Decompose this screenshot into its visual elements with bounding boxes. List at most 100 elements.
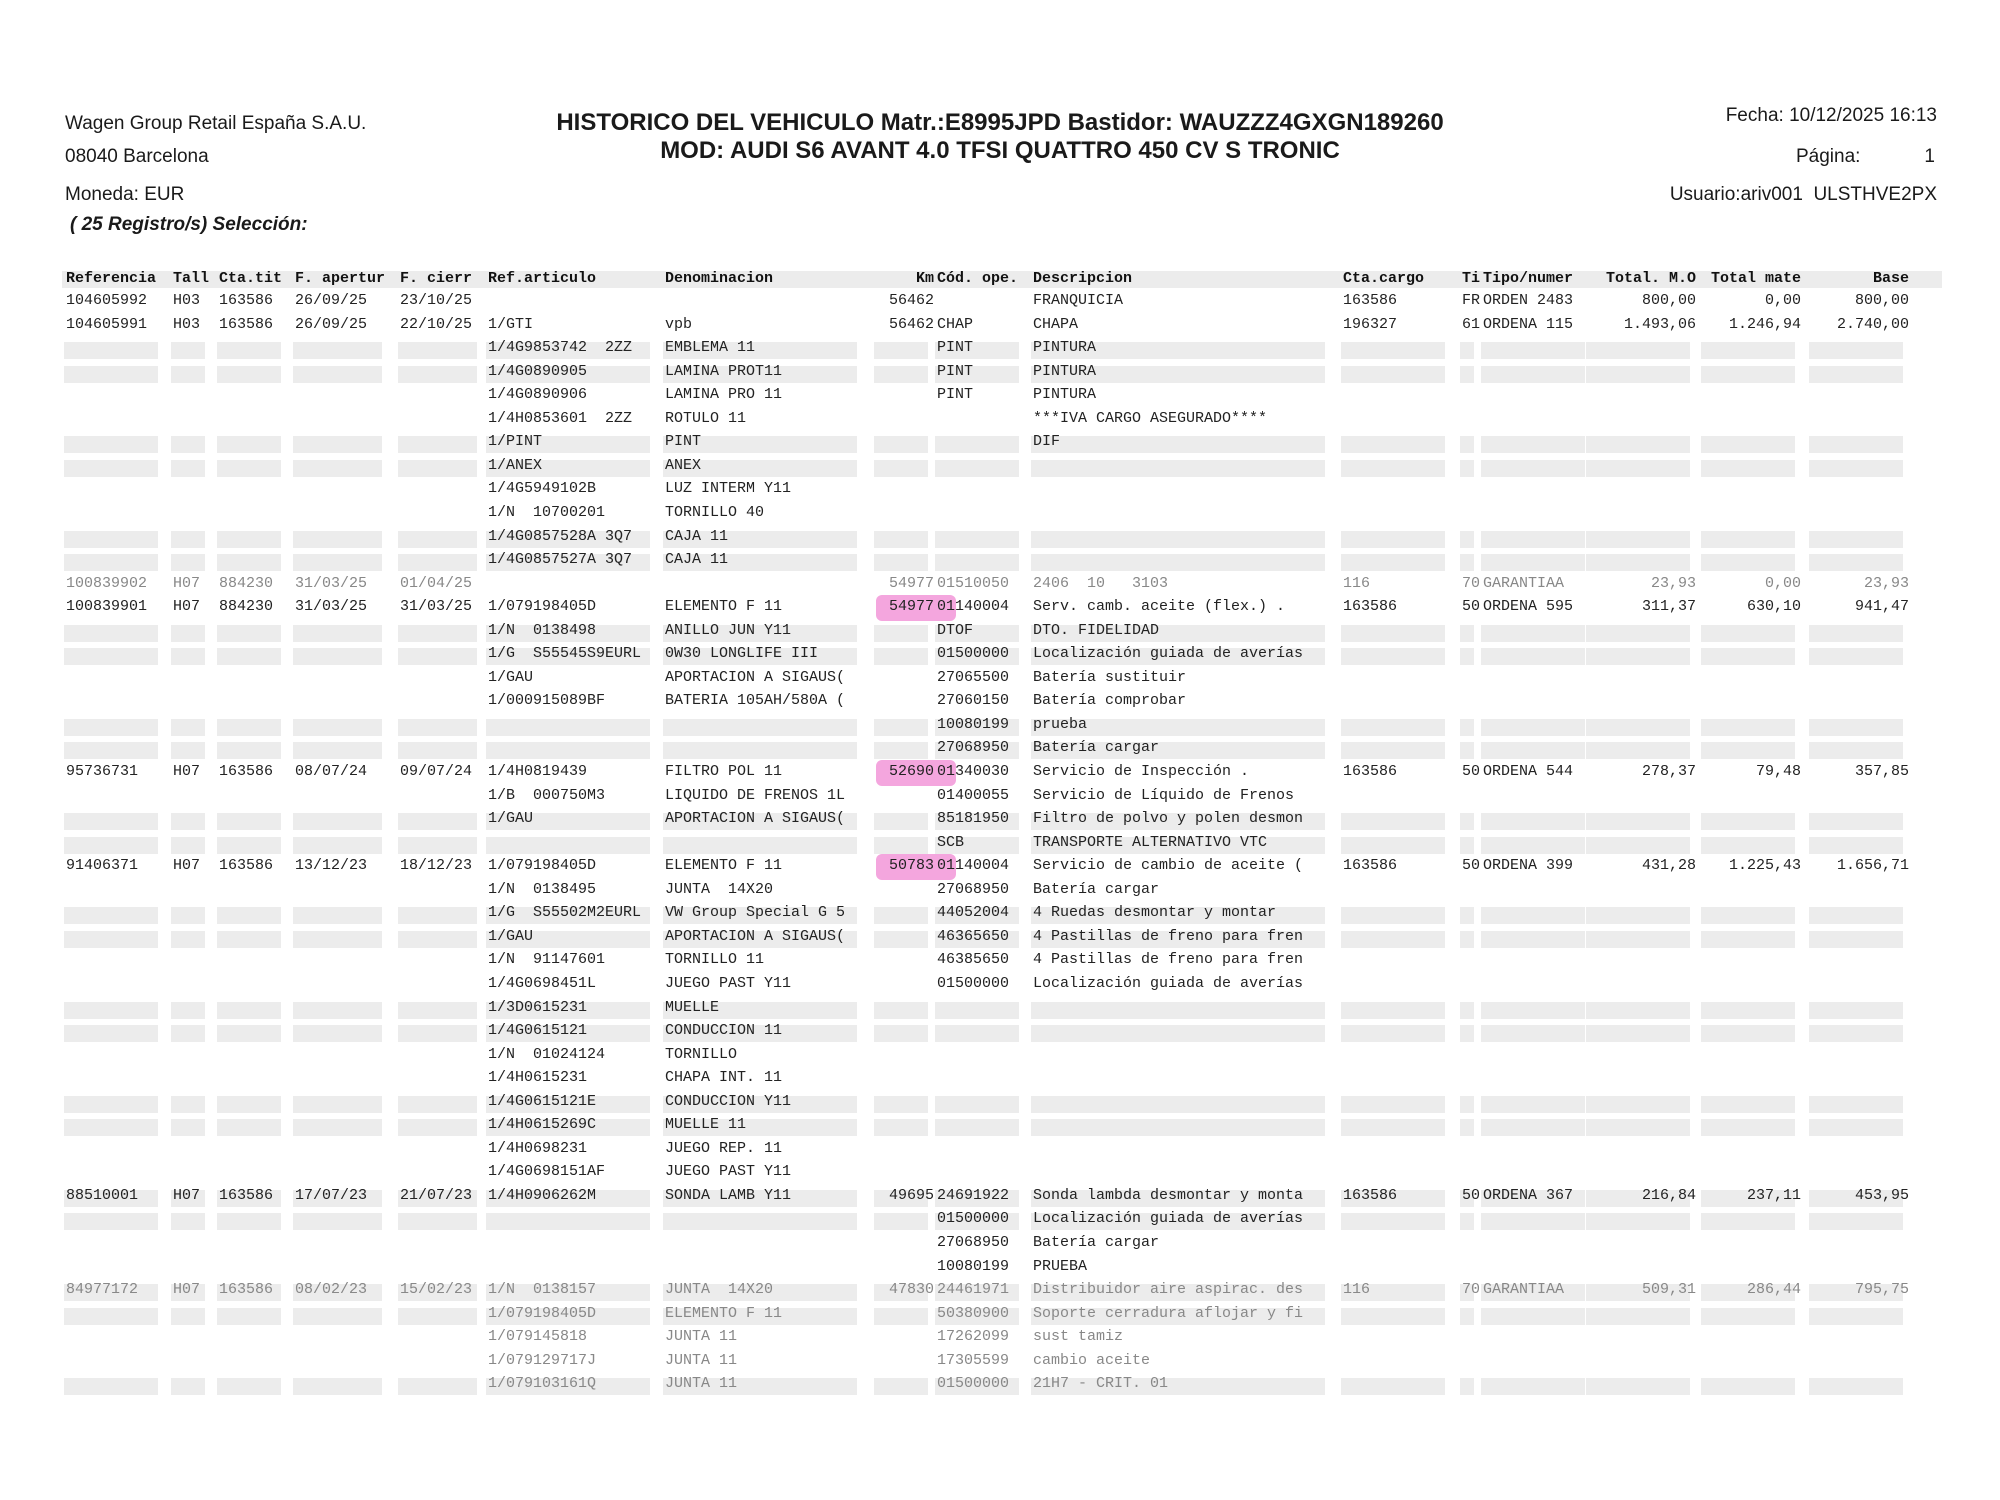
row-band <box>1701 1001 1795 1019</box>
row-band <box>1341 554 1445 572</box>
cell-cod: 44052004 <box>937 904 1010 922</box>
row-band <box>171 624 205 642</box>
row-band <box>217 742 281 760</box>
row-band <box>398 718 477 736</box>
cell-art: 1/079129717J <box>488 1351 597 1369</box>
row-band <box>1586 1095 1690 1113</box>
row-band <box>1481 1189 1585 1207</box>
row-band <box>1341 342 1445 360</box>
cell-mo: 800,00 <box>1641 292 1696 309</box>
cell-cargo: 163586 <box>1343 598 1398 616</box>
row-band <box>1481 1378 1585 1396</box>
cell-desc: DTO. FIDELIDAD <box>1033 621 1160 639</box>
row-band <box>486 436 650 454</box>
cell-mate: 0,00 <box>1764 574 1801 592</box>
cell-den: 0W30 LONGLIFE III <box>665 645 819 663</box>
row-band <box>1809 813 1903 831</box>
row-band <box>1701 1025 1795 1043</box>
row-band <box>171 1307 205 1325</box>
cell-den: EMBLEMA 11 <box>665 339 756 357</box>
cell-desc: TRANSPORTE ALTERNATIVO VTC <box>1033 833 1268 851</box>
row-band <box>935 554 1019 572</box>
row-band <box>486 1119 650 1137</box>
row-band <box>663 1001 857 1019</box>
row-band <box>1031 365 1325 383</box>
cell-art: 1/B 000750M3 <box>488 786 606 804</box>
cell-art: 1/079103161Q <box>488 1375 597 1393</box>
row-band <box>293 1095 382 1113</box>
row-band <box>1341 1119 1445 1137</box>
row-band <box>1460 648 1474 666</box>
row-band <box>1809 624 1903 642</box>
row-band <box>1701 530 1795 548</box>
row-band <box>293 1307 382 1325</box>
row-band <box>171 459 205 477</box>
cell-desc: 4 Pastillas de freno para fren <box>1033 951 1304 969</box>
row-band <box>1031 1025 1325 1043</box>
cell-art: 1/4H0819439 <box>488 763 588 780</box>
cell-cod: 17262099 <box>937 1328 1010 1346</box>
row-band <box>398 1307 477 1325</box>
row-band <box>486 1095 650 1113</box>
row-band <box>1809 436 1903 454</box>
cell-den: JUNTA 11 <box>665 1328 738 1346</box>
row-band <box>217 1213 281 1231</box>
row-band <box>1586 930 1690 948</box>
cell-fc: 15/02/23 <box>400 1281 473 1299</box>
cell-fa: 17/07/23 <box>295 1186 368 1204</box>
cell-art: 1/000915089BF <box>488 692 606 710</box>
row-band <box>1481 1119 1585 1137</box>
row-band <box>171 1119 205 1137</box>
cell-tipo: GARANTIAA <box>1483 1281 1565 1299</box>
cell-cta: 163586 <box>219 1281 274 1299</box>
cell-den: LAMINA PRO 11 <box>665 386 783 404</box>
row-band <box>1481 365 1585 383</box>
cell-den: JUNTA 14X20 <box>665 880 774 898</box>
row-band <box>171 930 205 948</box>
cell-ti: 50 <box>1462 857 1481 875</box>
cell-cod: 17305599 <box>937 1351 1010 1369</box>
row-band <box>935 1001 1019 1019</box>
row-band <box>935 1284 1019 1302</box>
row-band <box>171 1284 205 1302</box>
row-band <box>1341 624 1445 642</box>
row-band <box>1341 907 1445 925</box>
title: HISTORICO DEL VEHICULO Matr.:E8995JPD Ba… <box>556 109 1444 136</box>
row-band <box>874 1307 928 1325</box>
row-band <box>935 907 1019 925</box>
cell-cod: PINT <box>937 386 974 404</box>
cell-fa: 08/07/24 <box>295 763 368 780</box>
cell-tipo: GARANTIAA <box>1483 574 1565 592</box>
cell-km: 56462 <box>888 292 934 309</box>
row-band <box>1341 1001 1445 1019</box>
cell-cargo: 163586 <box>1343 857 1398 875</box>
cell-base: 800,00 <box>1854 292 1909 309</box>
cell-tall: H07 <box>173 1281 201 1299</box>
row-band <box>64 907 158 925</box>
row-band <box>1341 718 1445 736</box>
row-band <box>64 1284 158 1302</box>
row-band <box>1586 1307 1690 1325</box>
cell-cta: 163586 <box>219 315 274 333</box>
cell-tipo: ORDENA 115 <box>1483 315 1574 333</box>
row-band <box>874 554 928 572</box>
row-band <box>663 1025 857 1043</box>
cell-cod: 10080199 <box>937 715 1010 733</box>
row-band <box>1031 436 1325 454</box>
cell-desc: PINTURA <box>1033 386 1097 404</box>
cell-ti: 70 <box>1462 574 1481 592</box>
highlight <box>876 760 956 786</box>
row-band <box>64 1095 158 1113</box>
cell-art: 1/4G0857527A 3Q7 <box>488 551 633 569</box>
cell-base: 1.656,71 <box>1836 857 1909 875</box>
row-band <box>1586 648 1690 666</box>
row-band <box>1586 436 1690 454</box>
cell-cod: 10080199 <box>937 1257 1010 1275</box>
row-band <box>1031 554 1325 572</box>
row-band <box>171 1025 205 1043</box>
row-band <box>1460 1307 1474 1325</box>
row-band <box>1481 742 1585 760</box>
row-band <box>1031 1213 1325 1231</box>
cell-mate: 79,48 <box>1755 763 1801 780</box>
